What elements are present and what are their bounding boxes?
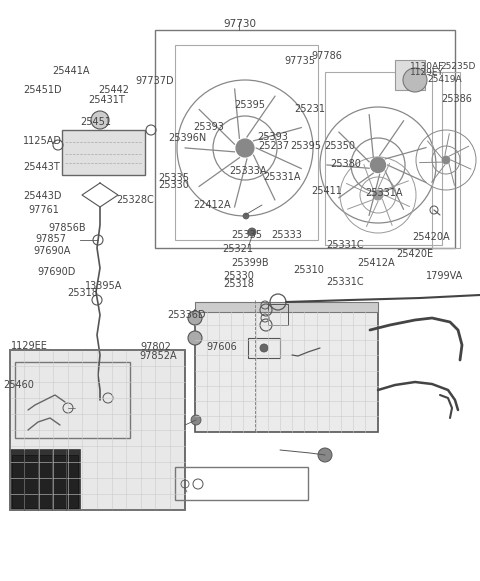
Bar: [432, 72, 460, 248]
Text: 25237: 25237: [258, 141, 289, 152]
Text: 97852A: 97852A: [139, 350, 177, 361]
Text: 25335: 25335: [231, 229, 263, 240]
Text: 25331A: 25331A: [263, 172, 300, 182]
Bar: [12, 455, 78, 508]
Text: 97730: 97730: [224, 19, 256, 30]
Circle shape: [318, 448, 332, 462]
Text: 25420A: 25420A: [412, 232, 449, 242]
Text: 97786: 97786: [311, 51, 342, 62]
Text: 1129EE: 1129EE: [11, 340, 48, 351]
Text: 25451D: 25451D: [23, 85, 61, 95]
Bar: [62, 130, 145, 175]
Text: 97856B: 97856B: [48, 223, 86, 233]
Text: 97857: 97857: [35, 234, 66, 245]
Circle shape: [373, 190, 383, 200]
Text: 13395A: 13395A: [84, 281, 122, 291]
Text: 25333: 25333: [271, 229, 302, 240]
Text: 25393: 25393: [193, 121, 224, 132]
Text: 25328C: 25328C: [117, 195, 154, 206]
Text: 1125AD: 1125AD: [23, 135, 62, 146]
Text: 25395: 25395: [291, 141, 322, 152]
Text: 25335: 25335: [158, 173, 190, 183]
Text: 97737D: 97737D: [135, 76, 174, 87]
Text: 25399B: 25399B: [231, 257, 269, 268]
Bar: [10, 450, 80, 510]
Text: 25431T: 25431T: [88, 95, 125, 105]
Text: 97735: 97735: [285, 56, 315, 66]
Text: 25443D: 25443D: [23, 191, 61, 202]
Text: 25419A: 25419A: [427, 75, 462, 84]
Text: 25451: 25451: [81, 117, 111, 127]
Text: 25411: 25411: [311, 185, 342, 196]
Text: 25318: 25318: [223, 278, 254, 289]
Bar: [195, 310, 378, 432]
Circle shape: [236, 139, 254, 157]
Text: 25441A: 25441A: [52, 66, 90, 76]
Text: 25331C: 25331C: [326, 277, 364, 287]
Bar: [395, 60, 425, 90]
Circle shape: [243, 213, 249, 219]
Bar: [268, 304, 288, 325]
Text: 25396N: 25396N: [168, 133, 206, 144]
Bar: [248, 338, 280, 358]
Text: 25460: 25460: [3, 379, 34, 390]
Bar: [175, 45, 318, 240]
Circle shape: [188, 331, 202, 345]
Text: 25380: 25380: [330, 159, 361, 169]
Text: 25330: 25330: [158, 180, 189, 190]
Text: 25395: 25395: [234, 99, 265, 110]
Circle shape: [91, 111, 109, 129]
Text: 25318: 25318: [67, 288, 98, 299]
Text: 25330: 25330: [223, 271, 254, 281]
Bar: [325, 72, 442, 245]
Text: 25386: 25386: [442, 94, 472, 104]
Text: 97690D: 97690D: [37, 267, 76, 277]
Text: 25331A: 25331A: [365, 188, 402, 198]
Text: 1799VA: 1799VA: [426, 271, 464, 281]
Circle shape: [403, 68, 427, 92]
Text: 25333A: 25333A: [229, 166, 267, 176]
Text: 25231: 25231: [294, 104, 325, 114]
Text: 25443T: 25443T: [23, 162, 60, 173]
Circle shape: [191, 415, 201, 425]
Bar: [10, 350, 185, 510]
Text: 25412A: 25412A: [358, 257, 395, 268]
Text: 25336D: 25336D: [167, 310, 205, 320]
Text: 97690A: 97690A: [33, 246, 71, 256]
Bar: [195, 302, 378, 312]
Text: 97761: 97761: [29, 205, 60, 216]
Bar: [15, 362, 130, 438]
Text: 25393: 25393: [257, 131, 288, 142]
Text: 25350: 25350: [324, 141, 355, 152]
Bar: [175, 467, 308, 500]
Circle shape: [442, 156, 450, 164]
Circle shape: [248, 228, 256, 236]
Text: 97802: 97802: [140, 342, 171, 353]
Circle shape: [188, 311, 202, 325]
Text: 25331C: 25331C: [326, 240, 364, 250]
Text: 25235D: 25235D: [441, 62, 476, 71]
Text: 25310: 25310: [293, 265, 324, 275]
Text: 22412A: 22412A: [193, 199, 230, 210]
Text: 97606: 97606: [206, 342, 237, 353]
Text: 25321: 25321: [222, 243, 253, 254]
Bar: [155, 30, 455, 248]
Text: 1130AF: 1130AF: [410, 62, 444, 71]
Text: 25442: 25442: [99, 85, 130, 95]
Text: 25420E: 25420E: [396, 249, 433, 260]
Circle shape: [260, 344, 268, 352]
Circle shape: [371, 157, 385, 173]
Text: 1129EY: 1129EY: [410, 68, 444, 77]
